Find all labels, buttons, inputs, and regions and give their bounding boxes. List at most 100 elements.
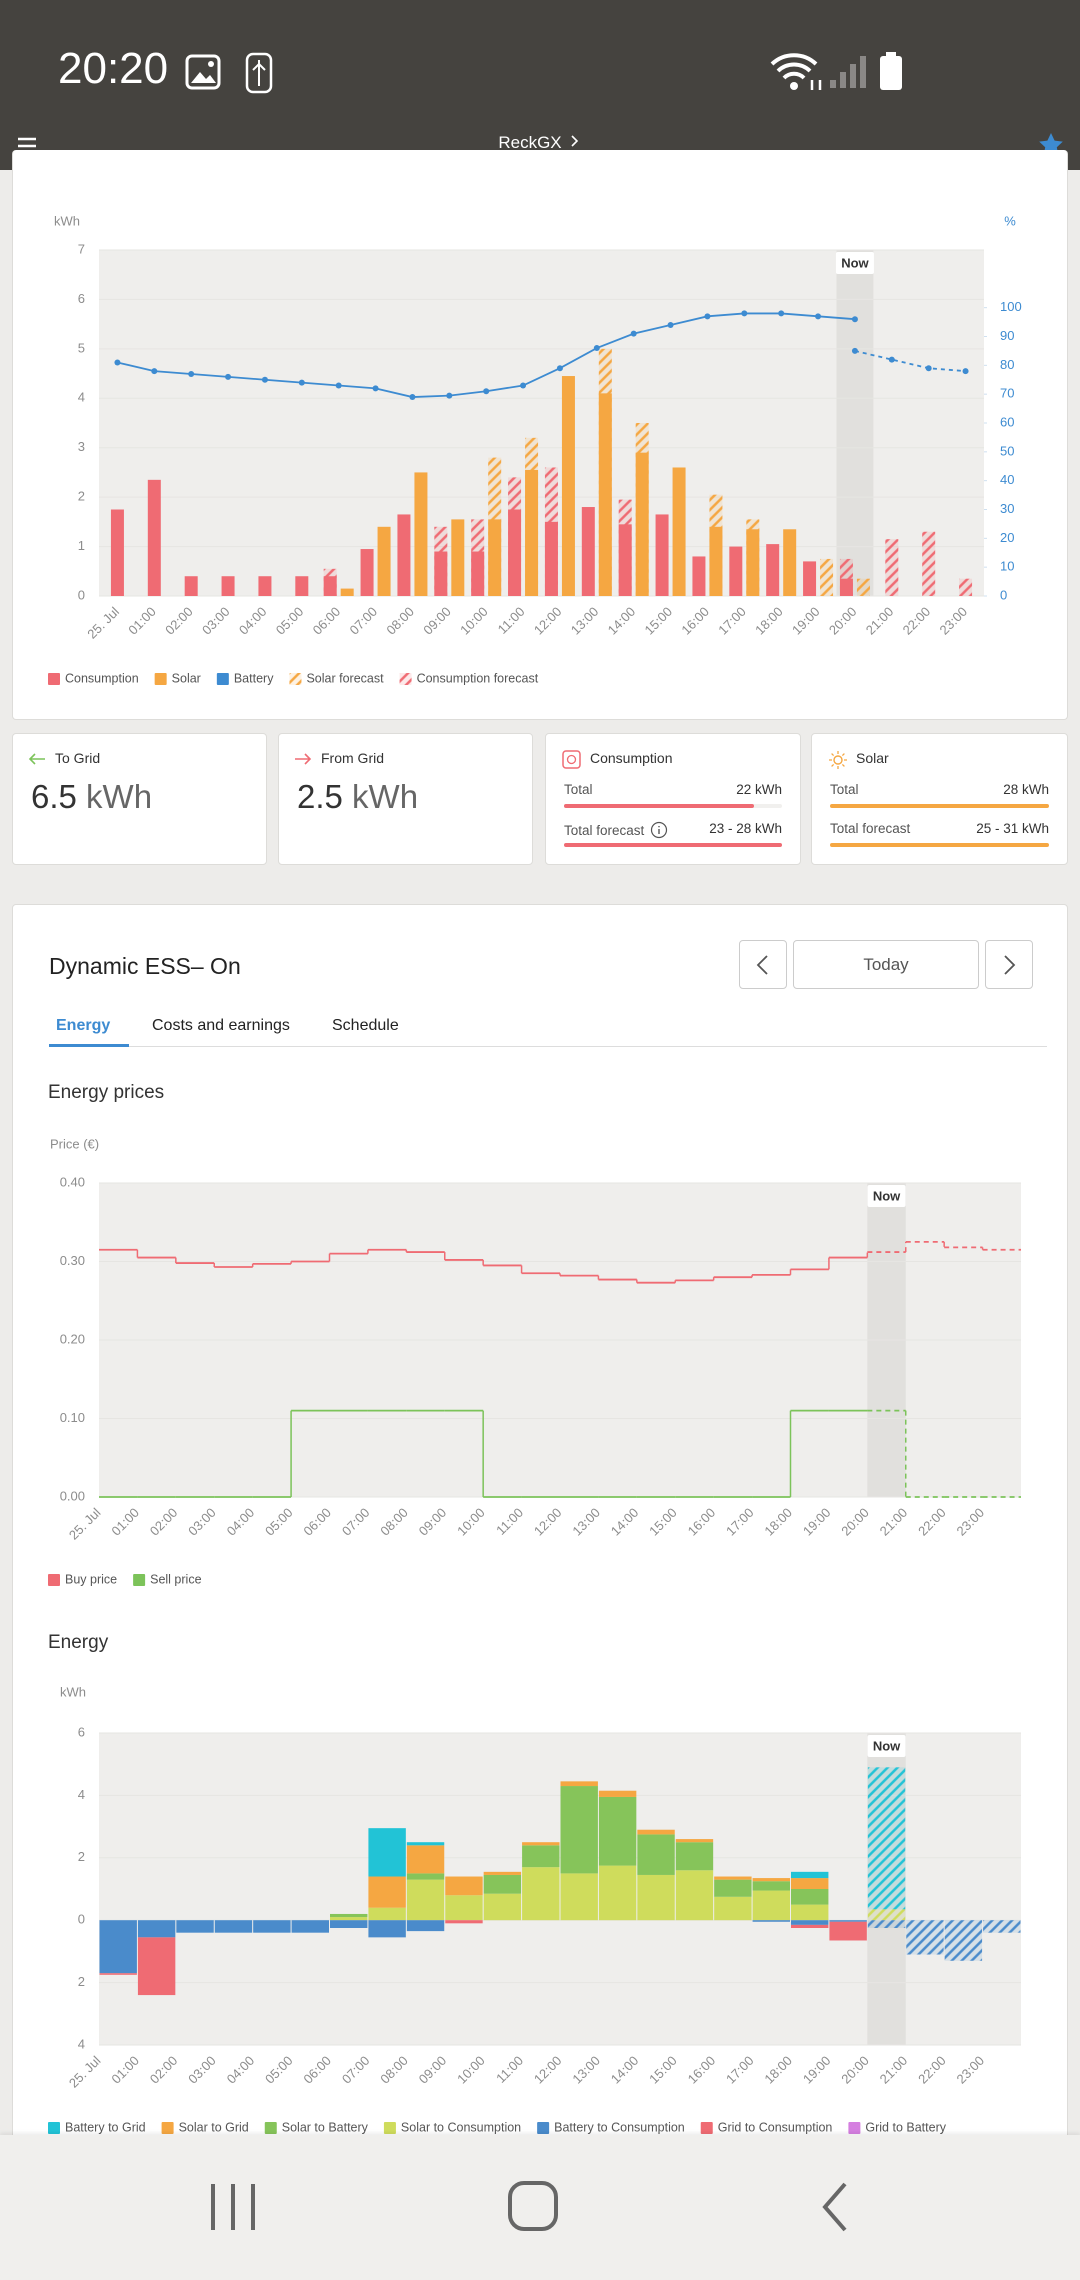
x-tick-label: 12:00 <box>531 2053 565 2087</box>
legend-swatch <box>133 1574 146 1586</box>
bar-segment <box>368 1920 406 1938</box>
bar-segment <box>829 1921 867 1941</box>
back-button[interactable] <box>815 2180 855 2234</box>
bar-segment <box>867 1767 906 1910</box>
x-tick-label: 11:00 <box>493 1505 526 1538</box>
line-point <box>446 392 453 399</box>
y2-tick-label: 20 <box>1000 530 1014 545</box>
bar <box>295 576 309 596</box>
x-tick-label: 03:00 <box>199 604 233 638</box>
tab-divider <box>49 1046 1047 1047</box>
y-tick-label: 4 <box>78 1787 85 1802</box>
stat-value: 2.5 kWh <box>297 778 418 816</box>
bar-segment <box>214 1920 253 1933</box>
x-tick-label: 21:00 <box>877 1505 911 1539</box>
unit: kWh <box>86 778 153 815</box>
bar-segment <box>752 1920 790 1922</box>
bar-segment <box>714 1876 752 1880</box>
x-tick-label: 21:00 <box>877 2053 911 2087</box>
y2-tick-label: 0 <box>1000 587 1007 602</box>
bar <box>397 514 411 596</box>
now-label: Now <box>873 1738 901 1753</box>
bar <box>598 393 612 596</box>
next-button[interactable] <box>985 940 1033 989</box>
stat-label: Solar <box>856 750 889 766</box>
bar <box>856 578 870 596</box>
x-tick-label: 20:00 <box>838 2053 872 2087</box>
bar <box>488 519 502 596</box>
y-axis-label: Price (€) <box>50 1136 99 1151</box>
line-point <box>741 310 748 317</box>
y-axis-label: kWh <box>54 213 80 228</box>
tab[interactable]: Schedule <box>332 1017 399 1034</box>
date-button[interactable]: Today <box>793 940 979 989</box>
bar <box>184 576 198 596</box>
bar <box>766 544 780 596</box>
line-point <box>188 370 195 377</box>
x-tick-label: 20:00 <box>826 604 860 638</box>
bar-segment <box>791 1904 829 1921</box>
line-point <box>335 382 342 389</box>
x-tick-label: 16:00 <box>685 2053 719 2087</box>
bar-segment <box>368 1876 406 1908</box>
home-button[interactable] <box>505 2178 563 2236</box>
line-point <box>667 321 674 328</box>
info-icon[interactable] <box>650 821 668 839</box>
bar-segment <box>137 1937 176 1996</box>
x-tick-label: 17:00 <box>715 604 749 638</box>
x-tick-label: 19:00 <box>800 1505 834 1539</box>
legend-swatch <box>48 673 60 685</box>
legend-swatch <box>264 2122 277 2134</box>
bar-segment <box>368 1907 406 1921</box>
bar <box>434 551 448 596</box>
prev-button[interactable] <box>739 940 787 989</box>
now-label: Now <box>873 1188 901 1203</box>
from-grid-card: From Grid 2.5 kWh <box>278 733 533 865</box>
bar <box>692 556 706 596</box>
title-text: ReckGX <box>498 133 562 152</box>
bar-segment <box>829 1920 867 1922</box>
y-tick-label: 0.30 <box>60 1253 85 1268</box>
line-point <box>409 394 416 401</box>
tab[interactable]: Costs and earnings <box>152 1017 290 1034</box>
ess-title: Dynamic ESS– On <box>49 953 241 979</box>
bar-segment <box>368 1828 406 1877</box>
next-icon <box>1004 955 1016 975</box>
bar-segment <box>560 1781 598 1787</box>
tab[interactable]: Energy <box>56 1017 111 1034</box>
stat-label: To Grid <box>55 750 101 766</box>
bar <box>451 519 465 596</box>
bar-segment <box>944 1920 983 1961</box>
progress-fill <box>564 804 754 808</box>
legend-label: Solar to Battery <box>282 2120 369 2134</box>
row-label: Total <box>830 782 859 797</box>
y-tick-label: 1 <box>78 538 85 553</box>
x-tick-label: 05:00 <box>262 2053 296 2087</box>
x-tick-label: 02:00 <box>162 604 196 638</box>
legend-label: Grid to Consumption <box>718 2120 833 2134</box>
bar-segment <box>291 1920 329 1933</box>
x-tick-label: 22:00 <box>915 1505 949 1539</box>
x-tick-label: 10:00 <box>454 2053 488 2087</box>
line <box>854 350 966 372</box>
app-title[interactable]: ReckGX <box>440 133 640 153</box>
x-tick-label: 07:00 <box>339 1505 373 1539</box>
legend-label: Solar <box>172 671 201 685</box>
status-icons <box>185 52 273 94</box>
favorite-star[interactable] <box>1036 130 1066 160</box>
recents-button[interactable] <box>205 2180 265 2234</box>
y-tick-label: 0 <box>78 587 85 602</box>
x-tick-label: 21:00 <box>863 604 897 638</box>
x-tick-label: 09:00 <box>416 1505 450 1539</box>
bar-segment <box>99 1973 137 1975</box>
x-tick-label: 12:00 <box>531 1505 565 1539</box>
bar-segment <box>906 1920 944 1955</box>
line-point <box>704 313 711 320</box>
bar <box>581 507 595 596</box>
line-point <box>298 379 305 386</box>
row-label: Total forecast <box>830 821 911 836</box>
x-tick-label: 04:00 <box>236 604 270 638</box>
y2-tick-label: 10 <box>1000 559 1014 574</box>
bar-segment <box>445 1895 483 1921</box>
bar-segment <box>406 1879 445 1921</box>
